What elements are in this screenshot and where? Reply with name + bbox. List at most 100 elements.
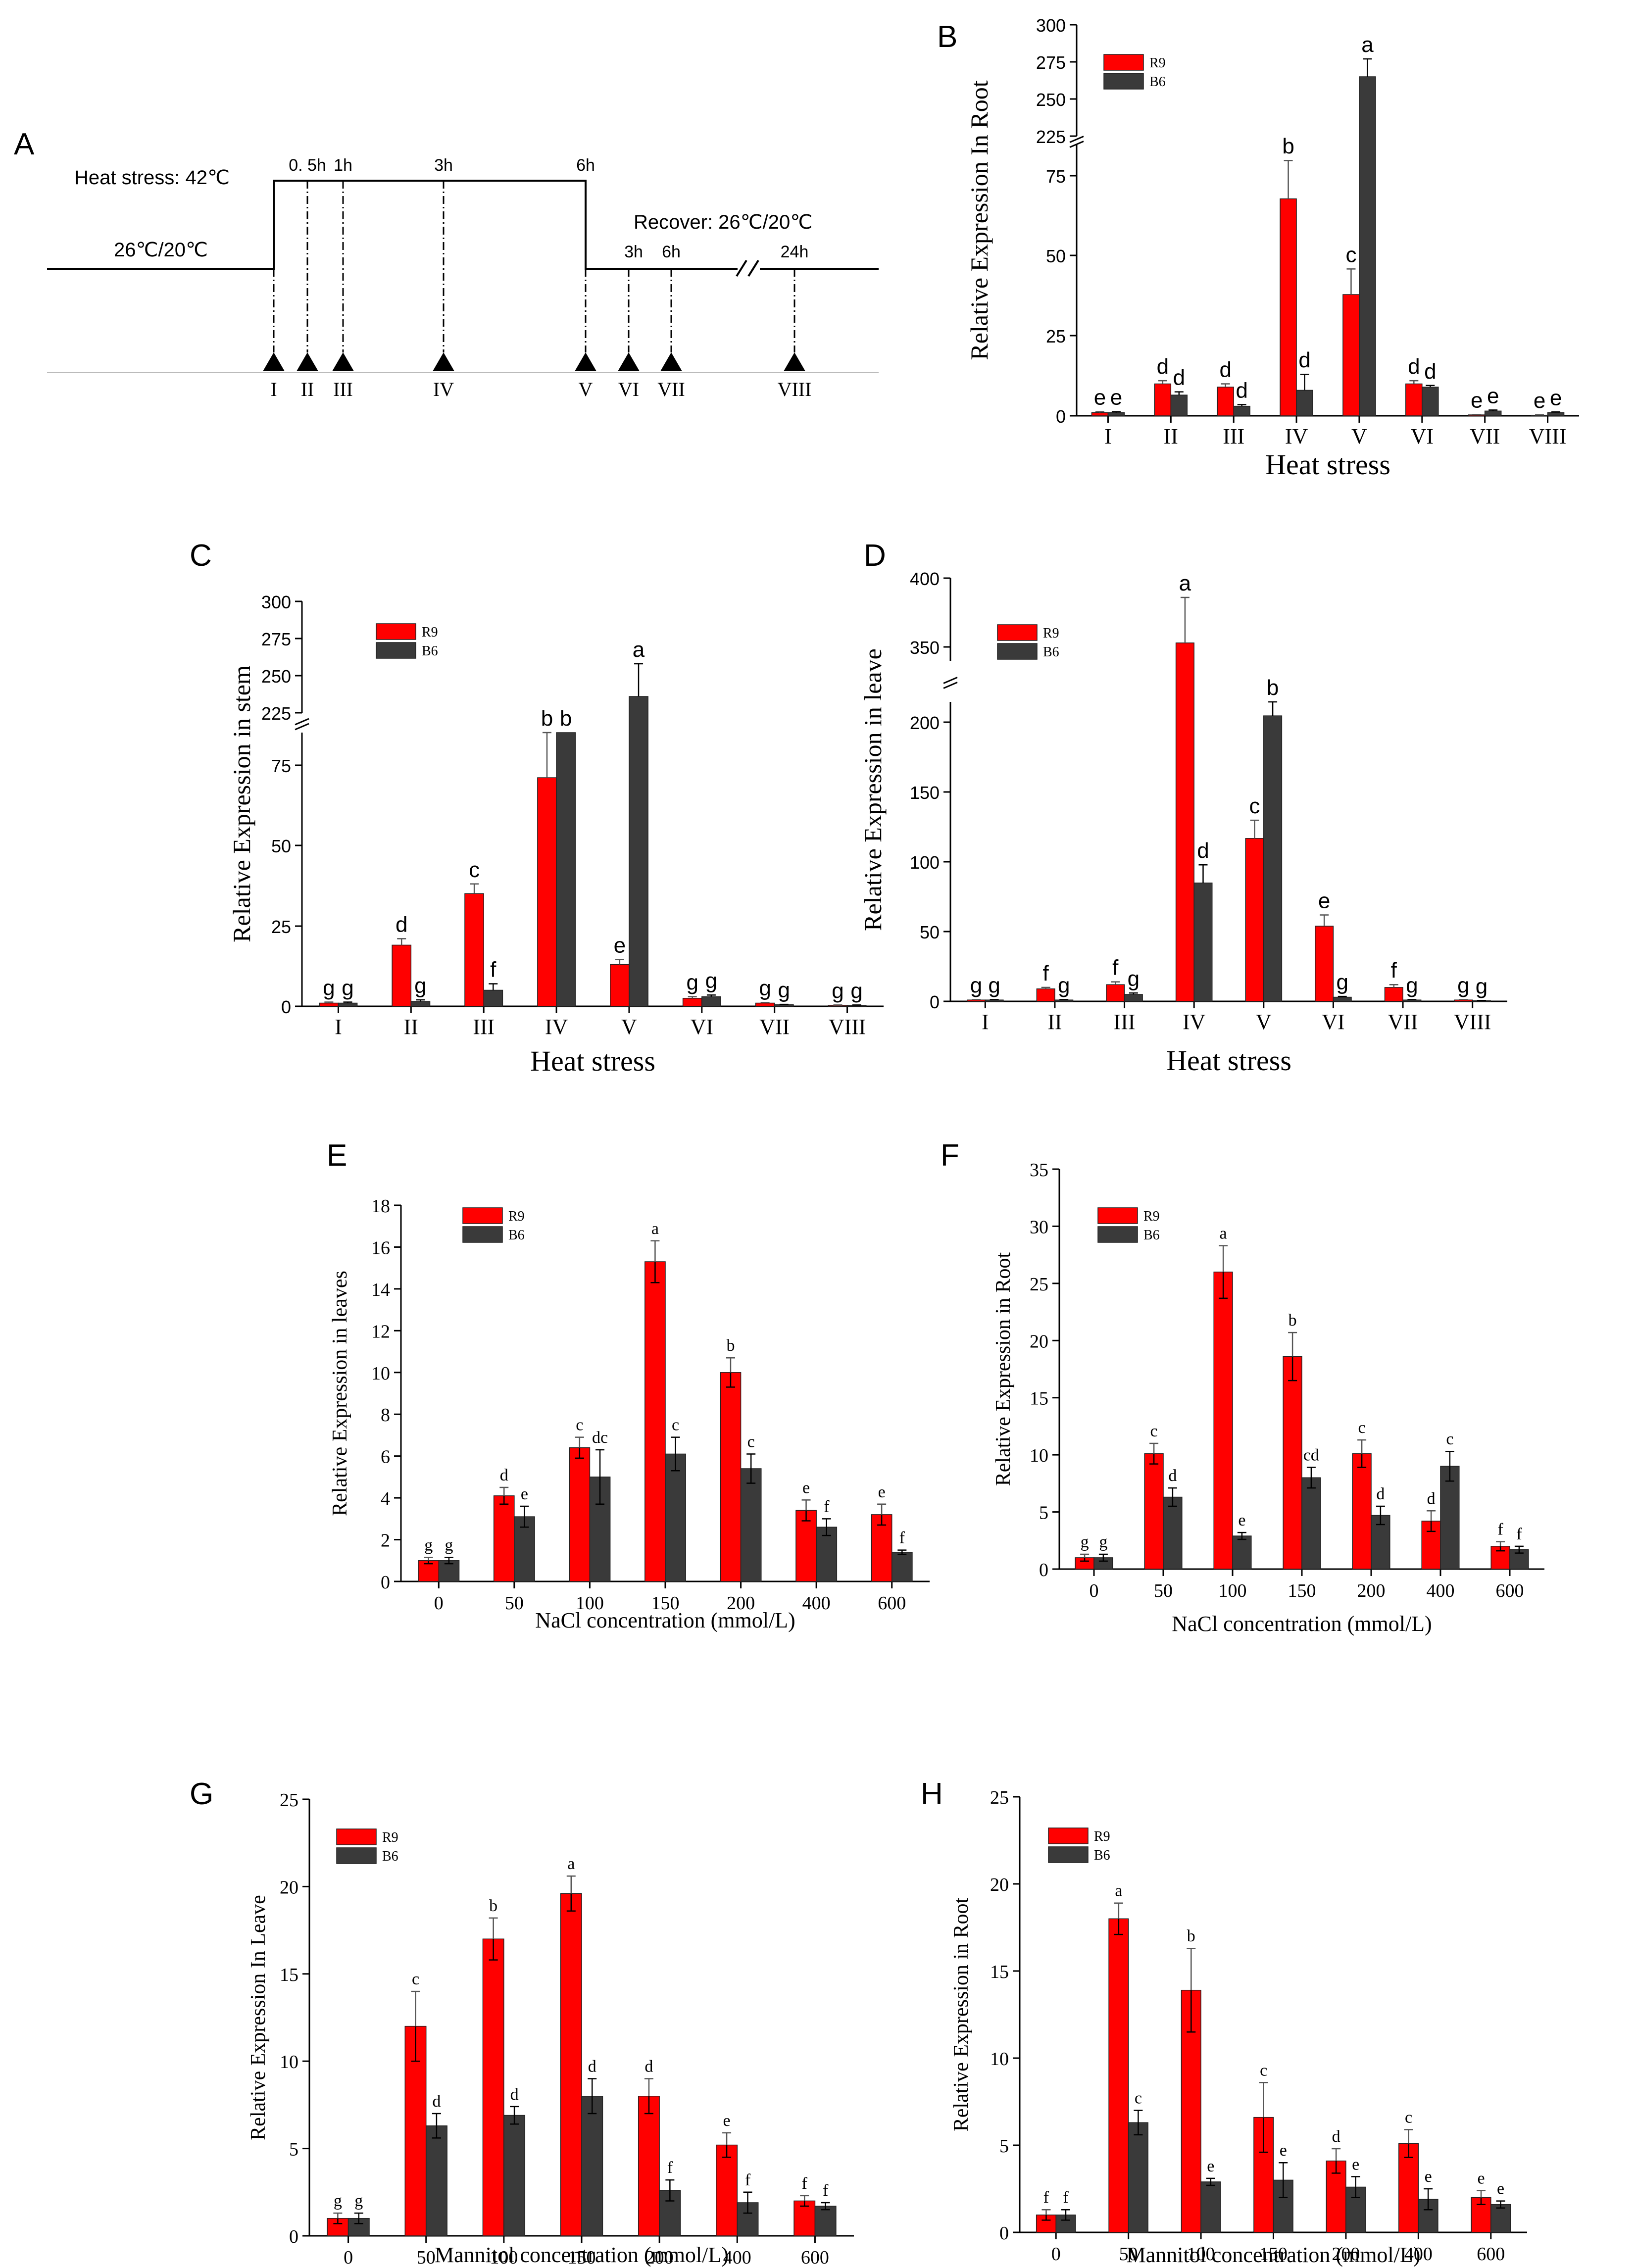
bar-r9 (1091, 412, 1109, 416)
bar-r9 (560, 1893, 582, 2236)
panel-letter: E (327, 1138, 347, 1173)
y-tick-label: 10 (990, 2049, 1009, 2070)
x-tick-label: 150 (651, 1593, 680, 1614)
panel-letter: G (190, 1777, 213, 1811)
significance-letter: d (1424, 359, 1436, 384)
significance-letter: c (1249, 794, 1260, 818)
significance-letter: f (1516, 1525, 1522, 1543)
significance-letter: b (560, 706, 572, 731)
x-tick-label: VI (1411, 424, 1434, 448)
significance-letter: c (1260, 2061, 1267, 2079)
x-tick-label: 400 (802, 1593, 831, 1614)
y-tick-label: 300 (261, 592, 291, 612)
sampling-triangle-marker (618, 352, 640, 371)
bar-b6 (1233, 405, 1250, 416)
bar-b6 (1490, 2204, 1511, 2233)
significance-letter: d (1427, 1489, 1436, 1508)
x-tick-label: 400 (1427, 1580, 1455, 1601)
panel-a-letter: A (14, 127, 35, 161)
legend-swatch-r9 (336, 1828, 377, 1845)
legend-swatch-r9 (1097, 1207, 1138, 1224)
y-tick-label: 75 (1046, 166, 1066, 187)
recover-label: Recover: 26℃/20℃ (634, 211, 812, 233)
x-axis-label: Mannitol concentration (mmol/L) (1127, 2243, 1421, 2267)
x-tick-label: 200 (1357, 1580, 1386, 1601)
legend-label-b6: B6 (1094, 1848, 1110, 1863)
x-tick-label: 50 (1154, 1580, 1173, 1601)
significance-letter: a (1361, 33, 1374, 57)
bar-b6 (581, 2096, 603, 2236)
significance-letter: e (1352, 2155, 1359, 2173)
axis-break-mark (747, 259, 759, 277)
significance-letter: b (1282, 134, 1294, 158)
x-tick-label: VII (1470, 424, 1500, 448)
y-tick-label: 16 (371, 1237, 390, 1258)
y-tick-label: 0 (281, 997, 291, 1017)
x-axis-label: NaCl concentration (mmol/L) (1172, 1612, 1432, 1636)
bar-r9 (967, 999, 986, 1002)
y-tick-label: 20 (990, 1874, 1009, 1895)
significance-letter: g (1058, 973, 1070, 997)
y-tick-label: 2 (381, 1530, 390, 1551)
y-tick-label: 25 (1030, 1274, 1048, 1295)
significance-letter: c (1405, 2108, 1412, 2126)
y-axis-label: Relative Expression In Leave (247, 1895, 270, 2140)
x-tick-label: 600 (878, 1593, 906, 1614)
significance-letter: d (1236, 378, 1247, 402)
bar-r9 (1106, 984, 1125, 1002)
y-tick-label: 5 (999, 2136, 1009, 2157)
legend-swatch-b6 (376, 642, 416, 659)
x-tick-label: 150 (568, 2247, 596, 2268)
y-tick-label: 275 (1036, 52, 1066, 73)
y-tick-label: 225 (261, 703, 291, 724)
bar-r9 (1144, 1453, 1164, 1570)
bar-r9 (464, 893, 484, 1007)
y-tick-label: 20 (1030, 1331, 1048, 1352)
y-tick-label: 25 (1046, 326, 1066, 346)
x-tick-label: 50 (505, 1593, 524, 1614)
bar-r9 (1175, 642, 1194, 1002)
y-tick-label: 18 (371, 1196, 390, 1217)
significance-letter: g (424, 1536, 433, 1554)
bar-r9 (638, 2096, 660, 2236)
significance-letter: c (1446, 1430, 1453, 1448)
recover-time-label: 24h (781, 243, 809, 261)
x-tick-label: II (1164, 424, 1178, 448)
significance-letter: d (1168, 1467, 1177, 1485)
heat-time-label: 3h (434, 156, 453, 175)
bar-b6 (891, 1552, 913, 1582)
bar-r9 (1342, 294, 1360, 416)
temperature-profile-line (47, 180, 738, 270)
legend-label-r9: R9 (1143, 1209, 1160, 1224)
significance-letter: e (1110, 386, 1122, 410)
y-tick-label: 35 (1030, 1160, 1048, 1181)
significance-letter: e (521, 1485, 528, 1503)
significance-letter: d (510, 2085, 519, 2104)
significance-letter: d (1298, 348, 1310, 372)
x-tick-label: VI (691, 1015, 713, 1039)
significance-letter: d (432, 2092, 441, 2111)
x-tick-label: I (982, 1010, 989, 1034)
bar-b6 (1301, 1477, 1321, 1570)
y-tick-label: 8 (381, 1405, 390, 1426)
x-tick-label: 400 (1404, 2244, 1433, 2265)
x-tick-label: IV (545, 1015, 568, 1039)
legend-label-r9: R9 (382, 1830, 398, 1845)
significance-letter: e (723, 2112, 731, 2130)
bar-r9 (716, 2144, 738, 2236)
x-tick-label: 400 (723, 2247, 751, 2268)
significance-letter: d (1173, 366, 1185, 390)
bar-b6 (1402, 999, 1422, 1002)
x-tick-label: 0 (434, 1593, 444, 1614)
y-tick-label: 10 (371, 1363, 390, 1384)
significance-letter: b (726, 1336, 735, 1355)
significance-letter: f (667, 2159, 673, 2177)
significance-letter: e (1207, 2157, 1214, 2175)
significance-letter: dc (592, 1429, 608, 1447)
axis-break-mark (295, 718, 309, 726)
legend-swatch-b6 (462, 1226, 503, 1243)
significance-letter: g (1099, 1533, 1107, 1551)
legend-label-b6: B6 (508, 1228, 525, 1243)
